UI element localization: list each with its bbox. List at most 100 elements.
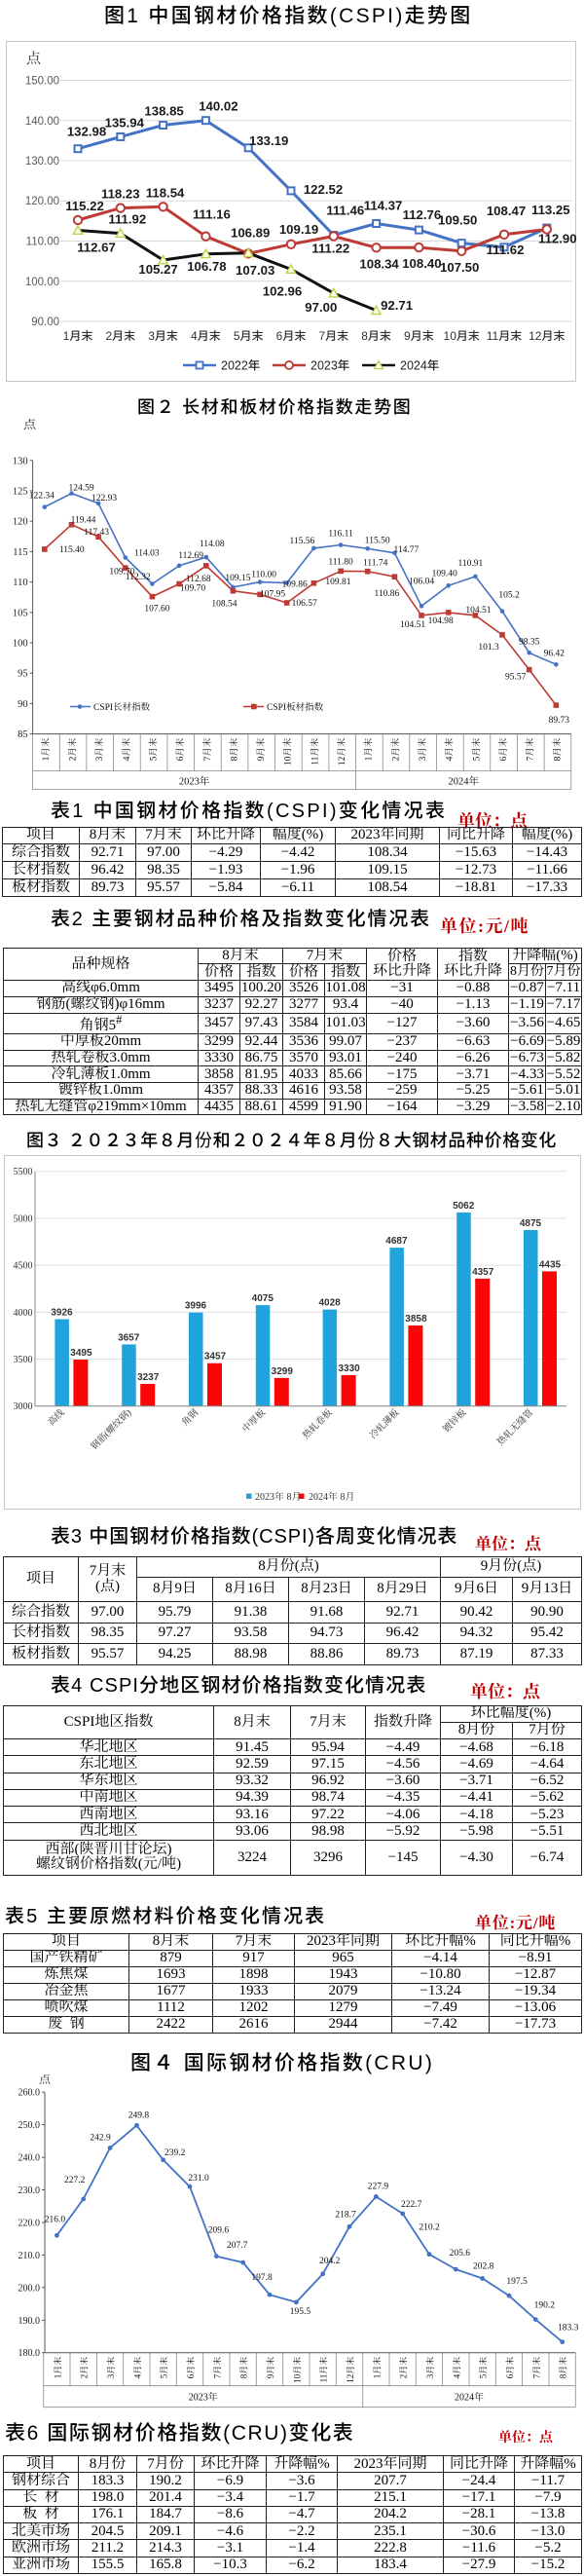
svg-text:115.50: 115.50 [365, 536, 390, 545]
svg-text:89.73: 89.73 [549, 716, 570, 726]
svg-text:106.57: 106.57 [292, 599, 317, 609]
svg-text:249.8: 249.8 [128, 2110, 150, 2120]
svg-text:100: 100 [13, 639, 28, 650]
svg-text:3500: 3500 [14, 1355, 33, 1365]
svg-text:120.00: 120.00 [25, 196, 59, 207]
svg-text:7月末: 7月末 [531, 2357, 541, 2379]
svg-text:112.67: 112.67 [77, 241, 116, 255]
svg-text:9月末: 9月末 [256, 737, 267, 761]
svg-text:2月末: 2月末 [105, 329, 135, 343]
svg-text:5月末: 5月末 [148, 737, 159, 761]
svg-text:1月末: 1月末 [364, 737, 375, 761]
svg-text:5062: 5062 [453, 1201, 475, 1212]
svg-text:210.2: 210.2 [419, 2223, 440, 2233]
svg-text:9月末: 9月末 [266, 2357, 275, 2379]
svg-text:108.40: 108.40 [402, 256, 441, 271]
svg-text:8月末: 8月末 [361, 329, 391, 343]
svg-text:5500: 5500 [14, 1167, 33, 1177]
svg-text:4357: 4357 [472, 1267, 494, 1278]
svg-text:6月末: 6月末 [175, 737, 186, 761]
svg-text:190.2: 190.2 [534, 2301, 556, 2311]
svg-text:107.03: 107.03 [236, 263, 274, 278]
svg-text:点: 点 [26, 51, 42, 67]
svg-text:2023年: 2023年 [179, 776, 210, 788]
svg-text:110.00: 110.00 [251, 571, 276, 580]
svg-text:260.0: 260.0 [18, 2088, 41, 2099]
svg-text:2月末: 2月末 [399, 2357, 409, 2379]
svg-text:4月末: 4月末 [132, 2357, 142, 2379]
svg-text:3月末: 3月末 [106, 2357, 116, 2379]
svg-text:104.51: 104.51 [400, 620, 425, 630]
svg-text:3299: 3299 [272, 1366, 294, 1377]
svg-text:4435: 4435 [539, 1259, 562, 1270]
svg-text:111.92: 111.92 [108, 212, 146, 227]
svg-text:101.3: 101.3 [478, 643, 499, 653]
svg-text:138.85: 138.85 [144, 104, 183, 119]
svg-text:109.40: 109.40 [432, 569, 457, 579]
svg-text:195.5: 195.5 [290, 2307, 311, 2317]
svg-text:200.0: 200.0 [18, 2283, 41, 2294]
svg-text:4000: 4000 [14, 1308, 33, 1319]
svg-text:102.96: 102.96 [263, 284, 302, 299]
svg-text:3月末: 3月末 [425, 2357, 435, 2379]
svg-text:140.02: 140.02 [199, 99, 237, 114]
svg-text:2023年: 2023年 [310, 359, 349, 373]
svg-text:114.37: 114.37 [364, 199, 403, 213]
svg-text:6月末: 6月末 [276, 329, 307, 343]
svg-text:207.7: 207.7 [227, 2241, 248, 2251]
svg-text:105.2: 105.2 [498, 591, 520, 601]
svg-text:98.35: 98.35 [519, 637, 540, 647]
svg-text:130: 130 [13, 456, 28, 467]
svg-text:95.57: 95.57 [505, 673, 527, 683]
svg-text:85: 85 [18, 729, 28, 740]
svg-text:132.98: 132.98 [67, 125, 106, 139]
svg-text:4月末: 4月末 [445, 737, 456, 761]
svg-text:105.27: 105.27 [138, 262, 177, 277]
svg-text:135.94: 135.94 [105, 116, 145, 131]
svg-text:242.9: 242.9 [90, 2133, 111, 2143]
svg-text:133.19: 133.19 [249, 133, 288, 148]
svg-text:110: 110 [13, 578, 27, 588]
svg-text:2月末: 2月末 [80, 2357, 90, 2379]
svg-text:216.0: 216.0 [45, 2215, 66, 2224]
svg-text:点: 点 [23, 419, 37, 431]
svg-text:204.2: 204.2 [319, 2257, 341, 2266]
svg-text:112.69: 112.69 [178, 551, 203, 561]
svg-text:218.7: 218.7 [335, 2210, 356, 2220]
svg-text:3月末: 3月末 [94, 737, 105, 761]
svg-text:122.52: 122.52 [304, 182, 343, 197]
svg-text:240.0: 240.0 [18, 2153, 41, 2164]
svg-text:3月末: 3月末 [418, 737, 428, 761]
svg-text:7月末: 7月末 [318, 329, 348, 343]
svg-text:3237: 3237 [137, 1372, 160, 1383]
svg-text:112.68: 112.68 [186, 575, 211, 584]
svg-text:5月末: 5月末 [479, 2357, 489, 2379]
svg-text:107.95: 107.95 [260, 589, 285, 599]
svg-text:111.22: 111.22 [311, 242, 349, 256]
svg-text:118.54: 118.54 [146, 185, 185, 200]
svg-text:CSPI板材指数: CSPI板材指数 [267, 702, 324, 713]
svg-text:6月末: 6月末 [186, 2357, 196, 2379]
svg-text:109.15: 109.15 [225, 574, 250, 583]
svg-text:104.98: 104.98 [428, 616, 454, 626]
svg-text:122.34: 122.34 [29, 492, 55, 502]
svg-text:90: 90 [18, 699, 28, 710]
svg-text:12月末: 12月末 [346, 2357, 355, 2383]
svg-text:125: 125 [13, 487, 28, 498]
svg-text:112.76: 112.76 [403, 207, 442, 222]
svg-text:113.25: 113.25 [531, 203, 570, 217]
svg-text:3000: 3000 [14, 1401, 33, 1412]
svg-text:点: 点 [39, 2074, 52, 2086]
svg-text:6月末: 6月末 [498, 737, 509, 761]
svg-text:118.23: 118.23 [101, 187, 140, 202]
svg-text:12月末: 12月末 [529, 329, 565, 343]
svg-text:1月末: 1月末 [372, 2357, 382, 2379]
svg-text:115.56: 115.56 [290, 537, 315, 546]
svg-text:4500: 4500 [14, 1261, 33, 1272]
svg-text:7月末: 7月末 [202, 737, 213, 761]
svg-text:108.47: 108.47 [487, 204, 526, 218]
svg-text:2024年 8月: 2024年 8月 [309, 1491, 355, 1503]
svg-text:111.62: 111.62 [487, 243, 525, 257]
svg-text:111.74: 111.74 [363, 559, 388, 569]
svg-text:109.81: 109.81 [325, 578, 350, 587]
